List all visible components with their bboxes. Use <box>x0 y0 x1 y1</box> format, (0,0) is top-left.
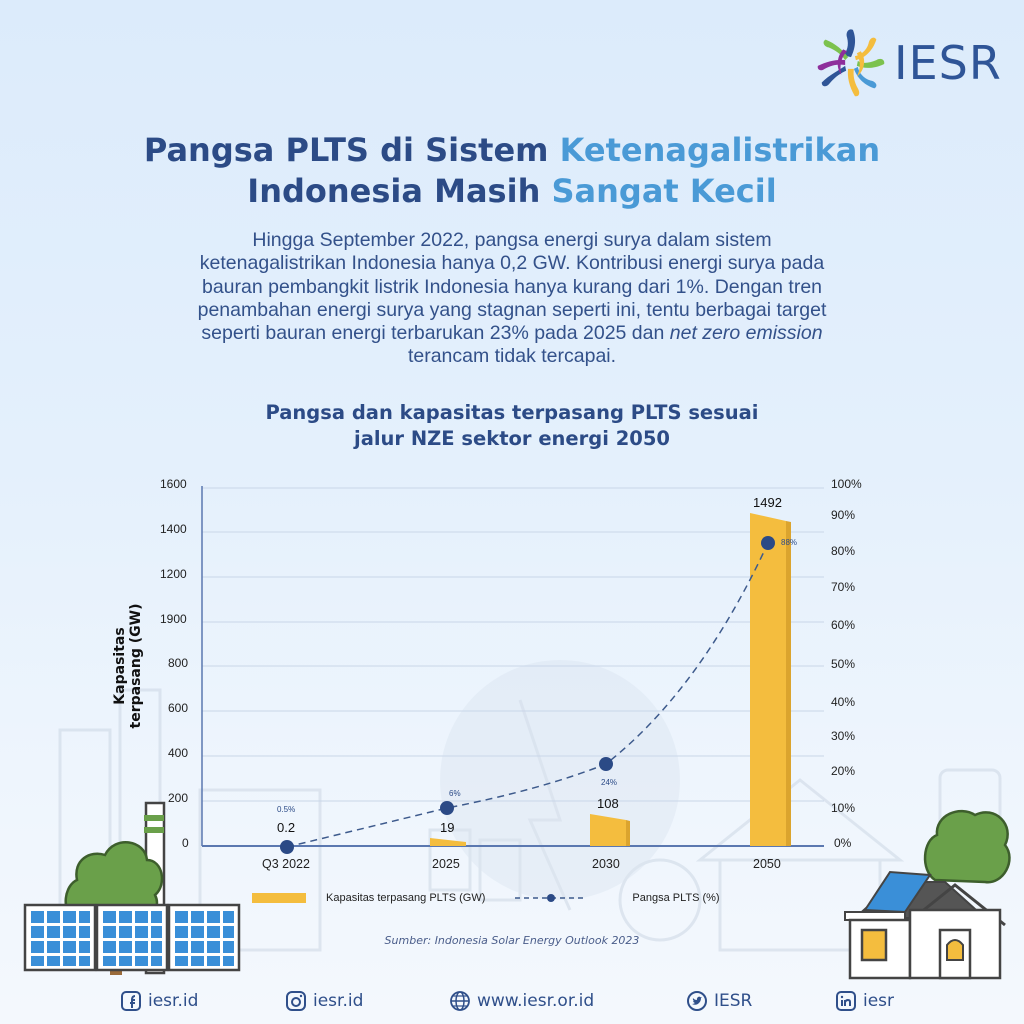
y-right-tick: 40% <box>831 695 856 709</box>
linkedin-handle: iesr <box>863 991 895 1011</box>
chart-legend: Kapasitas terpasang PLTS (GW) Pangsa PLT… <box>252 892 720 904</box>
share-label: 88% <box>781 538 798 547</box>
pinwheel-logo-icon <box>817 29 885 97</box>
linkedin-link[interactable]: iesr <box>835 990 894 1012</box>
title-line1-dark: Pangsa PLTS di Sistem <box>143 131 560 169</box>
bar-2025 <box>430 838 466 846</box>
twitter-handle: IESR <box>714 991 753 1011</box>
chart-source: Sumber: Indonesia Solar Energy Outlook 2… <box>384 934 640 947</box>
instagram-link[interactable]: iesr.id <box>285 990 363 1012</box>
solar-house-illustration <box>844 809 1011 980</box>
y-right-tick: 10% <box>831 801 856 815</box>
y-right-tick: 80% <box>831 544 856 558</box>
twitter-icon <box>687 991 707 1011</box>
share-label: 6% <box>449 789 461 798</box>
y-tick: 1600 <box>160 477 187 491</box>
legend-bar-swatch <box>252 893 306 903</box>
linkedin-icon <box>836 991 856 1011</box>
bar-label: 108 <box>597 796 619 811</box>
logo-text: IESR <box>894 36 1002 90</box>
share-line <box>286 542 769 848</box>
website-link[interactable]: www.iesr.or.id <box>449 990 594 1012</box>
legend-line-label: Pangsa PLTS (%) <box>632 892 720 904</box>
share-points <box>280 536 775 854</box>
facebook-link[interactable]: iesr.id <box>120 990 198 1012</box>
y-right-tick: 20% <box>831 764 856 778</box>
twitter-link[interactable]: IESR <box>686 990 752 1012</box>
y-tick: 1200 <box>160 567 187 581</box>
x-tick: 2025 <box>432 857 460 871</box>
y-right-tick: 30% <box>831 729 856 743</box>
description-paragraph: Hingga September 2022, pangsa energi sur… <box>180 229 844 369</box>
y-tick: 1900 <box>160 612 187 626</box>
bar-label: 19 <box>440 820 455 835</box>
bar-2030 <box>590 814 630 846</box>
y-right-tick: 90% <box>831 508 856 522</box>
bar-label: 1492 <box>753 495 782 510</box>
y-tick: 400 <box>168 746 189 760</box>
iesr-logo: IESR <box>812 24 1002 102</box>
y-tick: 1400 <box>160 522 187 536</box>
tree-icon <box>923 809 1011 884</box>
y-tick: 200 <box>168 791 189 805</box>
window-icon <box>860 928 888 962</box>
y-right-tick: 100% <box>831 477 862 491</box>
y-right-tick: 60% <box>831 618 856 632</box>
title-line2-highlight: Sangat Kecil <box>551 172 777 210</box>
chart-title-line2: jalur NZE sektor energi 2050 <box>354 427 670 450</box>
globe-icon <box>450 991 470 1011</box>
y-tick: 800 <box>168 656 189 670</box>
chart-title: Pangsa dan kapasitas terpasang PLTS sesu… <box>0 400 1024 452</box>
instagram-handle: iesr.id <box>313 991 364 1011</box>
solar-farm-illustration <box>23 801 241 975</box>
facebook-icon <box>121 991 141 1011</box>
y-tick: 0 <box>182 836 189 850</box>
bar-label: 0.2 <box>277 820 296 835</box>
chart-gridlines <box>202 487 824 802</box>
title-line2-dark: Indonesia Masih <box>247 172 552 210</box>
y-axis-left-title: Kapasitas terpasang (GW) <box>112 603 144 729</box>
y-right-tick: 50% <box>831 657 856 671</box>
description-italic: net zero emission <box>669 322 823 345</box>
y-tick: 600 <box>168 701 189 715</box>
y-right-tick: 0% <box>834 836 852 850</box>
legend-bar-label: Kapasitas terpasang PLTS (GW) <box>326 892 486 904</box>
legend-line-swatch <box>515 894 588 902</box>
share-label: 24% <box>601 778 618 787</box>
chart-title-line1: Pangsa dan kapasitas terpasang PLTS sesu… <box>265 401 759 424</box>
title-line1-highlight: Ketenagalistrikan <box>559 131 881 169</box>
x-tick: 2030 <box>592 857 620 871</box>
x-tick: Q3 2022 <box>262 857 310 871</box>
facebook-handle: iesr.id <box>148 991 199 1011</box>
description-text-end: terancam tidak tercapai. <box>407 345 617 368</box>
page-title: Pangsa PLTS di Sistem Ketenagalistrikan … <box>0 130 1024 212</box>
website-url: www.iesr.or.id <box>477 991 595 1011</box>
social-footer: iesr.id iesr.id www.iesr.or.id IESR <box>0 990 1024 1020</box>
x-tick: 2050 <box>753 857 781 871</box>
bar-2050 <box>750 513 791 846</box>
description-text: Hingga September 2022, pangsa energi sur… <box>197 229 827 345</box>
instagram-icon <box>286 991 306 1011</box>
share-label: 0.5% <box>277 805 296 814</box>
y-right-tick: 70% <box>831 580 856 594</box>
